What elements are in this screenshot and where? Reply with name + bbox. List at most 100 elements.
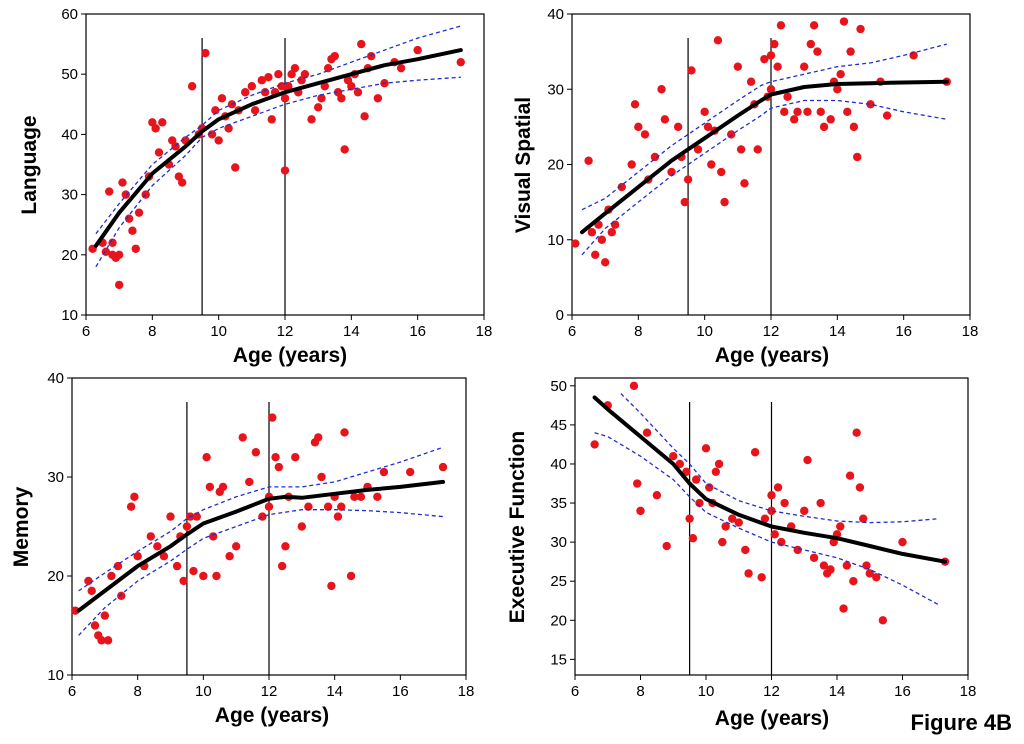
- x-tick-label: 18: [960, 683, 977, 700]
- data-point: [705, 483, 714, 492]
- figure-label: Figure 4B: [910, 710, 1012, 735]
- ci-upper-line: [78, 446, 444, 592]
- data-point: [866, 100, 875, 109]
- x-axis-title: Age (years): [715, 344, 829, 367]
- data-point: [264, 73, 273, 82]
- data-point: [793, 107, 802, 117]
- data-point: [617, 182, 626, 192]
- data-point: [734, 518, 743, 527]
- data-point: [133, 552, 142, 561]
- data-point: [813, 47, 822, 56]
- y-tick-label: 40: [47, 370, 64, 387]
- y-axis-title: Visual Spatial: [512, 97, 535, 233]
- data-point: [274, 462, 284, 472]
- y-tick-label: 20: [47, 568, 64, 585]
- y-tick-label: 35: [550, 495, 567, 512]
- data-point: [314, 433, 323, 442]
- data-point: [607, 228, 616, 237]
- y-tick-label: 45: [550, 417, 567, 434]
- panel-language: 6 8 10 12 14 16 18 10 20 30 40 50 60 Age (years) Langu…: [18, 6, 492, 367]
- data-point: [650, 152, 660, 162]
- data-point: [154, 148, 164, 157]
- data-point: [720, 197, 729, 207]
- data-point: [114, 280, 124, 290]
- data-point: [687, 66, 696, 75]
- data-point: [177, 178, 187, 187]
- data-point: [846, 47, 855, 56]
- data-point: [337, 94, 346, 103]
- data-point: [192, 512, 201, 521]
- data-point: [71, 606, 80, 615]
- y-axis-title: Executive Function: [506, 431, 529, 624]
- data-point: [587, 228, 597, 237]
- x-tick-label: 18: [962, 323, 979, 340]
- data-point: [182, 522, 192, 531]
- data-point: [340, 145, 349, 154]
- data-point: [688, 534, 698, 543]
- data-point: [179, 576, 188, 586]
- data-point: [84, 576, 93, 586]
- data-point: [114, 250, 124, 259]
- data-point: [766, 51, 776, 60]
- x-tick-label: 10: [210, 323, 227, 340]
- ci-lower-line: [581, 99, 947, 256]
- data-point: [211, 106, 220, 115]
- data-point: [819, 122, 829, 132]
- data-point: [833, 85, 842, 94]
- data-point: [356, 492, 366, 501]
- data-point: [379, 467, 389, 477]
- fit-line: [580, 79, 949, 235]
- data-point: [793, 545, 802, 555]
- data-point: [267, 115, 276, 124]
- data-point: [721, 522, 730, 531]
- data-point: [597, 235, 607, 244]
- data-point: [260, 88, 270, 97]
- y-tick-label: 10: [47, 667, 64, 684]
- data-point: [571, 239, 580, 248]
- data-point: [357, 39, 366, 49]
- data-point: [212, 571, 221, 581]
- data-point: [819, 561, 829, 570]
- data-point: [166, 512, 175, 521]
- data-point: [187, 82, 197, 91]
- y-tick-label: 15: [550, 651, 567, 668]
- data-point: [313, 103, 323, 112]
- data-point: [770, 39, 779, 49]
- x-tick-label: 10: [696, 323, 713, 340]
- data-point: [413, 45, 422, 55]
- data-point: [780, 107, 789, 117]
- x-tick-label: 16: [895, 323, 912, 340]
- data-point: [280, 166, 290, 175]
- x-tick-label: 16: [409, 323, 426, 340]
- x-tick-label: 14: [326, 683, 343, 700]
- fit-line: [76, 479, 445, 613]
- panel-visual-spatial: 6 8 10 12 14 16 18 0 10 20 30 40 Age (years) Visual S…: [512, 6, 978, 367]
- data-point: [640, 130, 650, 139]
- data-point: [231, 163, 240, 172]
- data-point: [159, 552, 169, 561]
- data-point: [118, 178, 127, 187]
- y-tick-label: 40: [61, 126, 78, 143]
- data-point: [714, 459, 724, 469]
- data-point: [630, 100, 640, 109]
- data-point: [657, 85, 666, 94]
- data-point: [673, 122, 683, 132]
- x-tick-label: 18: [476, 323, 493, 340]
- x-tick-label: 8: [148, 323, 156, 340]
- data-point: [634, 122, 643, 132]
- data-point: [189, 566, 198, 576]
- x-tick-label: 6: [568, 323, 576, 340]
- data-point: [746, 77, 756, 86]
- data-point: [627, 160, 636, 169]
- data-point: [610, 220, 620, 229]
- data-point: [898, 537, 907, 547]
- data-point: [199, 571, 208, 581]
- data-point: [770, 530, 779, 539]
- data-point: [740, 179, 749, 188]
- data-point: [660, 115, 670, 124]
- y-tick-label: 50: [61, 66, 78, 83]
- x-tick-label: 8: [634, 323, 642, 340]
- data-point: [842, 561, 852, 570]
- data-point: [113, 561, 123, 571]
- fit-line: [93, 48, 463, 248]
